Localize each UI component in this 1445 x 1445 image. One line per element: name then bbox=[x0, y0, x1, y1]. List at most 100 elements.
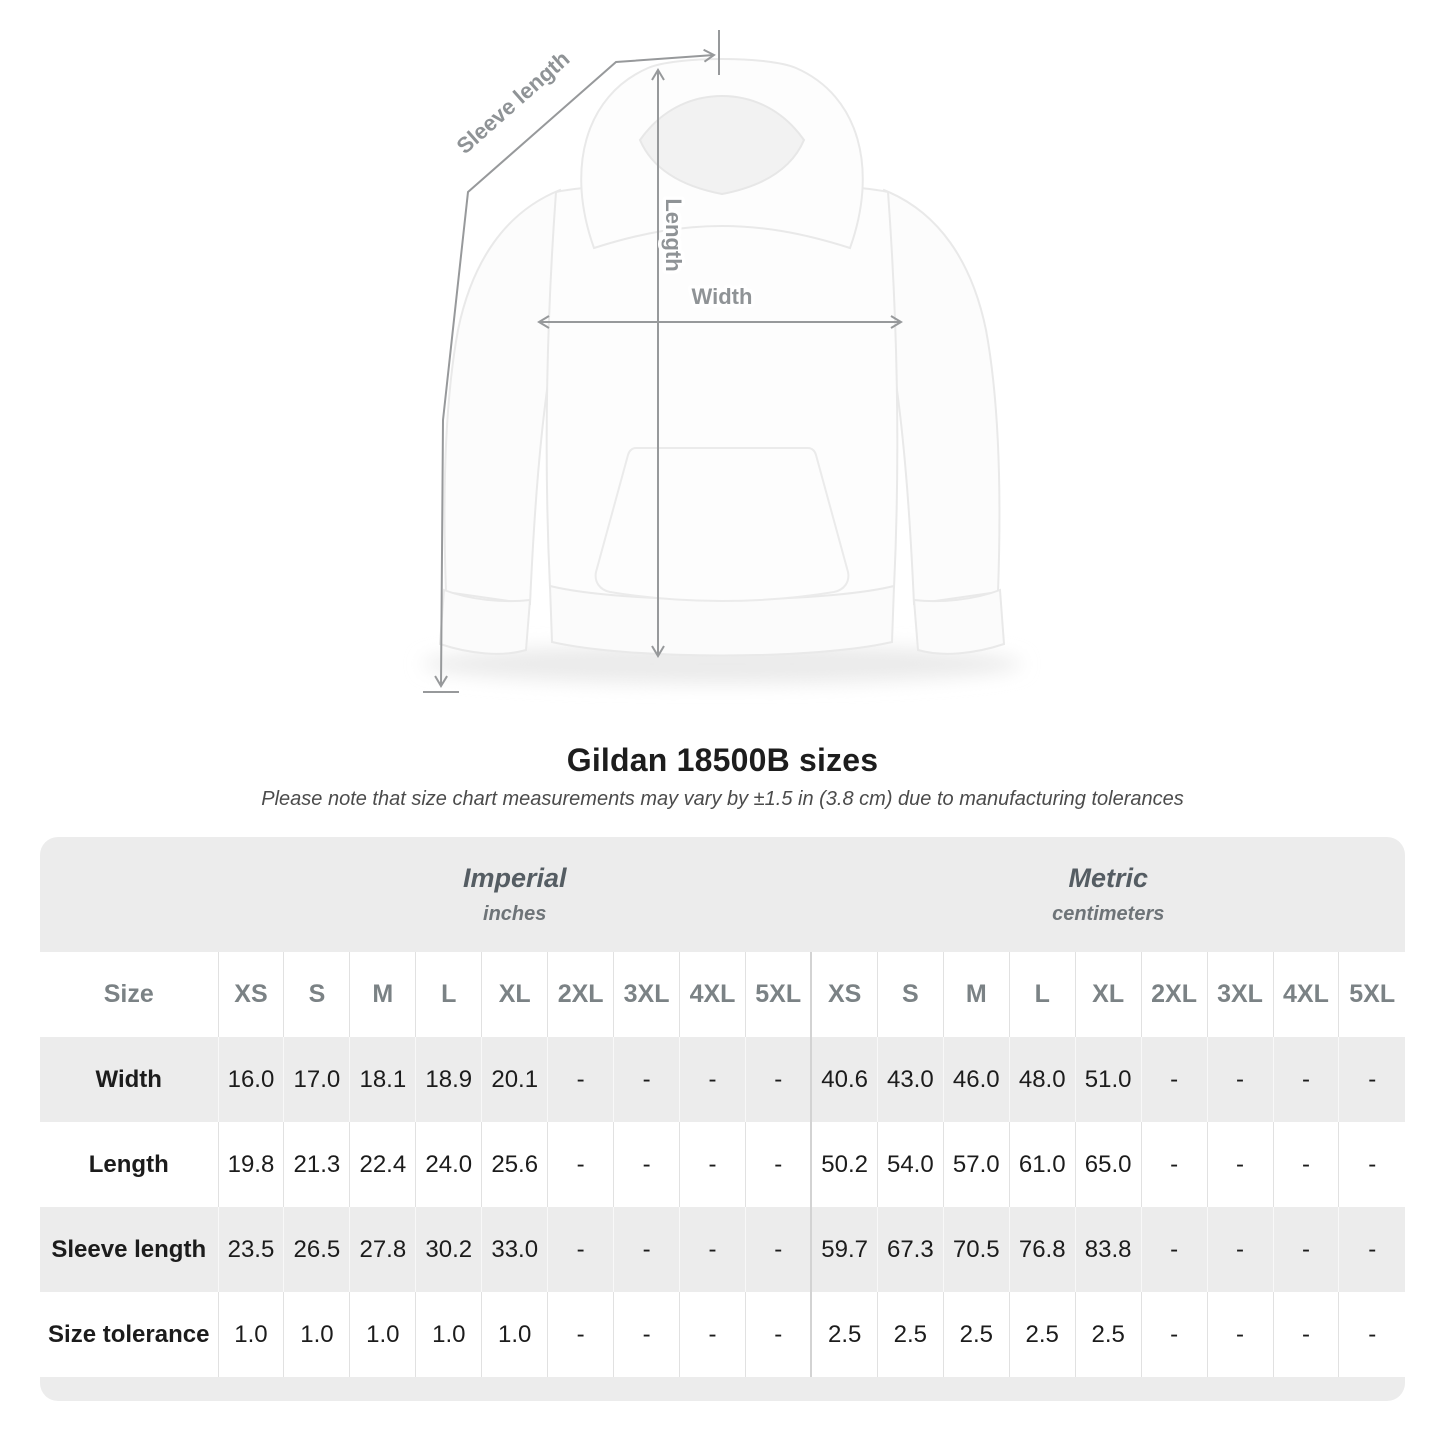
length-label: Length bbox=[661, 198, 686, 271]
cell: 70.5 bbox=[942, 1207, 1010, 1292]
cell: - bbox=[1272, 1207, 1339, 1292]
cell: 1.0 bbox=[349, 1292, 416, 1377]
cell: 33.0 bbox=[481, 1207, 548, 1292]
cell: - bbox=[1272, 1122, 1339, 1207]
cell: 16.0 bbox=[217, 1037, 284, 1122]
size-col-header: XL bbox=[481, 952, 548, 1037]
size-column-title: Size bbox=[40, 952, 218, 1037]
size-col-header: S bbox=[283, 952, 350, 1037]
cell: - bbox=[745, 1122, 812, 1207]
cell: 25.6 bbox=[481, 1122, 548, 1207]
cell: - bbox=[613, 1037, 680, 1122]
cell: - bbox=[1338, 1037, 1405, 1122]
sleeve-length-arrow bbox=[434, 48, 716, 688]
table-footer-strip bbox=[40, 1377, 1405, 1401]
cell: 21.3 bbox=[283, 1122, 350, 1207]
cell: 26.5 bbox=[283, 1207, 350, 1292]
imperial-header: Imperial inches bbox=[218, 837, 812, 952]
cell: - bbox=[613, 1122, 680, 1207]
sleeve-length-label: Sleeve length bbox=[452, 46, 575, 159]
cell: 83.8 bbox=[1074, 1207, 1142, 1292]
cell: - bbox=[547, 1207, 614, 1292]
cell: - bbox=[1206, 1037, 1273, 1122]
cell: 48.0 bbox=[1008, 1037, 1076, 1122]
unit-header-row: Imperial inches Metric centimeters bbox=[40, 837, 1405, 952]
cell: - bbox=[745, 1207, 812, 1292]
cell: - bbox=[1206, 1122, 1273, 1207]
footer-strip bbox=[40, 1377, 1405, 1401]
cell: - bbox=[613, 1292, 680, 1377]
size-col-header: M bbox=[942, 952, 1010, 1037]
cell: 1.0 bbox=[217, 1292, 284, 1377]
cell: - bbox=[745, 1292, 812, 1377]
cell: 59.7 bbox=[810, 1207, 878, 1292]
cell: 18.1 bbox=[349, 1037, 416, 1122]
cell: - bbox=[547, 1037, 614, 1122]
cell: 67.3 bbox=[876, 1207, 944, 1292]
size-col-header: L bbox=[415, 952, 482, 1037]
size-col-header: 2XL bbox=[1140, 952, 1208, 1037]
cell: 30.2 bbox=[415, 1207, 482, 1292]
size-table-card: Imperial inches Metric centimeters Size … bbox=[40, 837, 1405, 1401]
size-col-header: 5XL bbox=[745, 952, 812, 1037]
imperial-title: Imperial bbox=[462, 862, 567, 893]
size-col-header: M bbox=[349, 952, 416, 1037]
unit-header-spacer bbox=[40, 837, 218, 952]
size-col-header: XL bbox=[1074, 952, 1142, 1037]
cell: 22.4 bbox=[349, 1122, 416, 1207]
cell: 40.6 bbox=[810, 1037, 878, 1122]
cell: - bbox=[679, 1207, 746, 1292]
size-col-header: 2XL bbox=[547, 952, 614, 1037]
cell: 54.0 bbox=[876, 1122, 944, 1207]
table-row-size-tolerance: Size tolerance 1.0 1.0 1.0 1.0 1.0 - - -… bbox=[40, 1292, 1405, 1377]
cell: - bbox=[745, 1037, 812, 1122]
size-col-header: 3XL bbox=[1206, 952, 1273, 1037]
cell: - bbox=[1272, 1292, 1339, 1377]
imperial-unit: inches bbox=[483, 903, 547, 926]
size-col-header: 4XL bbox=[1272, 952, 1339, 1037]
kangaroo-pocket bbox=[594, 447, 850, 602]
cell: - bbox=[613, 1207, 680, 1292]
cell: 1.0 bbox=[283, 1292, 350, 1377]
cell: 46.0 bbox=[942, 1037, 1010, 1122]
cell: 1.0 bbox=[415, 1292, 482, 1377]
table-row-length: Length 19.8 21.3 22.4 24.0 25.6 - - - - … bbox=[40, 1122, 1405, 1207]
cell: 1.0 bbox=[481, 1292, 548, 1377]
tolerance-note: Please note that size chart measurements… bbox=[261, 788, 1184, 810]
table-row-sleeve-length: Sleeve length 23.5 26.5 27.8 30.2 33.0 -… bbox=[40, 1207, 1405, 1292]
cell: - bbox=[1338, 1292, 1405, 1377]
cell: 20.1 bbox=[481, 1037, 548, 1122]
cell: 65.0 bbox=[1074, 1122, 1142, 1207]
size-col-header: S bbox=[876, 952, 944, 1037]
sleeve-length-measure bbox=[423, 30, 720, 693]
cell: - bbox=[1206, 1207, 1273, 1292]
cell: - bbox=[547, 1122, 614, 1207]
cell: - bbox=[679, 1292, 746, 1377]
size-table: Imperial inches Metric centimeters Size … bbox=[40, 837, 1405, 1401]
metric-unit: centimeters bbox=[1052, 903, 1165, 926]
cell: - bbox=[1206, 1292, 1273, 1377]
cell: 2.5 bbox=[942, 1292, 1010, 1377]
size-col-header: 3XL bbox=[613, 952, 680, 1037]
cell: 43.0 bbox=[876, 1037, 944, 1122]
cell: 24.0 bbox=[415, 1122, 482, 1207]
cell: - bbox=[1140, 1207, 1208, 1292]
table-row-width: Width 16.0 17.0 18.1 18.9 20.1 - - - - 4… bbox=[40, 1037, 1405, 1122]
size-col-header: 4XL bbox=[679, 952, 746, 1037]
row-label: Sleeve length bbox=[40, 1207, 218, 1292]
cell: - bbox=[679, 1037, 746, 1122]
cell: 19.8 bbox=[217, 1122, 284, 1207]
size-col-header: XS bbox=[810, 952, 878, 1037]
cell: - bbox=[1338, 1207, 1405, 1292]
cell: 2.5 bbox=[1008, 1292, 1076, 1377]
cell: - bbox=[1338, 1122, 1405, 1207]
cell: - bbox=[1140, 1122, 1208, 1207]
cell: 76.8 bbox=[1008, 1207, 1076, 1292]
cell: 57.0 bbox=[942, 1122, 1010, 1207]
cell: 2.5 bbox=[876, 1292, 944, 1377]
size-col-header: XS bbox=[217, 952, 284, 1037]
cell: 17.0 bbox=[283, 1037, 350, 1122]
cell: 2.5 bbox=[1074, 1292, 1142, 1377]
cell: 2.5 bbox=[810, 1292, 878, 1377]
